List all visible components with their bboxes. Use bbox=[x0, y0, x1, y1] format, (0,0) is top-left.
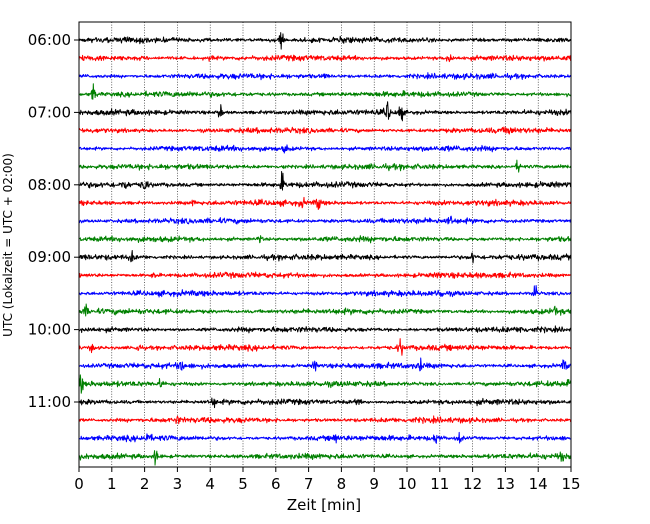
x-tick-label: 3 bbox=[173, 475, 183, 493]
x-tick-label: 12 bbox=[463, 475, 482, 493]
y-axis-label: UTC (Lokalzeit = UTC + 02:00) bbox=[1, 153, 15, 337]
y-tick-label: 08:00 bbox=[28, 176, 71, 194]
y-axis-ticks: 06:00 07:00 08:00 09:00 10:00 11:00 bbox=[28, 31, 79, 411]
x-tick-label: 9 bbox=[369, 475, 379, 493]
trace-line bbox=[78, 450, 572, 466]
x-axis-ticks: 0 1 2 3 4 5 6 7 8 9 10 11 12 13 14 15 bbox=[74, 467, 581, 493]
trace-line bbox=[78, 144, 572, 154]
trace-line bbox=[78, 431, 572, 444]
trace-line bbox=[78, 285, 572, 298]
trace-line bbox=[78, 397, 572, 409]
trace-line bbox=[78, 126, 572, 135]
trace-line bbox=[78, 271, 572, 280]
x-axis-label: Zeit [min] bbox=[287, 496, 361, 514]
x-tick-label: 4 bbox=[205, 475, 215, 493]
x-tick-label: 7 bbox=[304, 475, 314, 493]
x-tick-label: 15 bbox=[561, 475, 580, 493]
vertical-gridlines bbox=[111, 22, 539, 467]
trace-line bbox=[78, 357, 572, 372]
trace-line bbox=[78, 72, 572, 81]
x-tick-label: 11 bbox=[430, 475, 449, 493]
y-tick-label: 06:00 bbox=[28, 31, 71, 49]
x-tick-label: 8 bbox=[337, 475, 347, 493]
trace-line bbox=[78, 374, 572, 394]
x-tick-label: 6 bbox=[271, 475, 281, 493]
x-tick-label: 2 bbox=[140, 475, 150, 493]
y-tick-label: 11:00 bbox=[28, 393, 71, 411]
trace-line bbox=[78, 338, 572, 356]
trace-line bbox=[78, 171, 572, 191]
trace-line bbox=[78, 415, 572, 425]
x-tick-label: 13 bbox=[496, 475, 515, 493]
seismogram-traces bbox=[78, 32, 572, 466]
x-tick-label: 10 bbox=[397, 475, 416, 493]
trace-line bbox=[78, 101, 572, 122]
trace-line bbox=[78, 54, 572, 63]
trace-line bbox=[78, 215, 572, 225]
x-tick-label: 5 bbox=[238, 475, 248, 493]
x-tick-label: 1 bbox=[107, 475, 117, 493]
axes-frame bbox=[78, 21, 572, 468]
trace-line bbox=[78, 196, 572, 210]
trace-line bbox=[78, 32, 572, 50]
trace-line bbox=[78, 303, 572, 317]
trace-line bbox=[78, 235, 572, 244]
y-tick-label: 09:00 bbox=[28, 248, 71, 266]
x-tick-label: 14 bbox=[529, 475, 548, 493]
trace-line bbox=[78, 325, 572, 334]
trace-line bbox=[78, 249, 572, 264]
x-tick-label: 0 bbox=[74, 475, 84, 493]
y-tick-label: 10:00 bbox=[28, 321, 71, 339]
trace-line bbox=[78, 83, 572, 100]
trace-line bbox=[78, 159, 572, 173]
y-tick-label: 07:00 bbox=[28, 103, 71, 121]
